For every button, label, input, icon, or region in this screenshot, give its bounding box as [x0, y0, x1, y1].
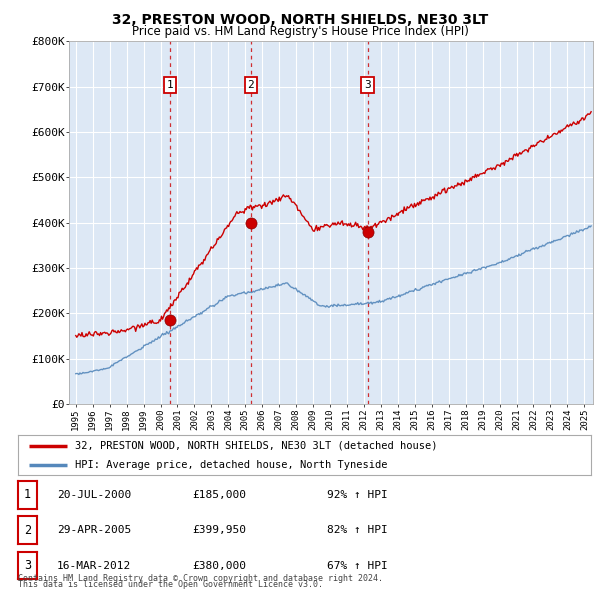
Text: 1: 1: [24, 488, 31, 501]
Text: 3: 3: [24, 559, 31, 572]
Text: 2: 2: [247, 80, 254, 90]
Text: 16-MAR-2012: 16-MAR-2012: [57, 560, 131, 571]
Text: This data is licensed under the Open Government Licence v3.0.: This data is licensed under the Open Gov…: [18, 581, 323, 589]
Text: 20-JUL-2000: 20-JUL-2000: [57, 490, 131, 500]
Text: £399,950: £399,950: [192, 525, 246, 535]
Text: £185,000: £185,000: [192, 490, 246, 500]
Text: 32, PRESTON WOOD, NORTH SHIELDS, NE30 3LT (detached house): 32, PRESTON WOOD, NORTH SHIELDS, NE30 3L…: [76, 441, 438, 451]
Text: 67% ↑ HPI: 67% ↑ HPI: [327, 560, 388, 571]
Text: 29-APR-2005: 29-APR-2005: [57, 525, 131, 535]
Text: 3: 3: [364, 80, 371, 90]
Text: HPI: Average price, detached house, North Tyneside: HPI: Average price, detached house, Nort…: [76, 460, 388, 470]
Text: 1: 1: [166, 80, 173, 90]
Text: 2: 2: [24, 523, 31, 537]
Text: Price paid vs. HM Land Registry's House Price Index (HPI): Price paid vs. HM Land Registry's House …: [131, 25, 469, 38]
Text: 82% ↑ HPI: 82% ↑ HPI: [327, 525, 388, 535]
Text: 92% ↑ HPI: 92% ↑ HPI: [327, 490, 388, 500]
Text: £380,000: £380,000: [192, 560, 246, 571]
Text: Contains HM Land Registry data © Crown copyright and database right 2024.: Contains HM Land Registry data © Crown c…: [18, 574, 383, 583]
Text: 32, PRESTON WOOD, NORTH SHIELDS, NE30 3LT: 32, PRESTON WOOD, NORTH SHIELDS, NE30 3L…: [112, 13, 488, 27]
